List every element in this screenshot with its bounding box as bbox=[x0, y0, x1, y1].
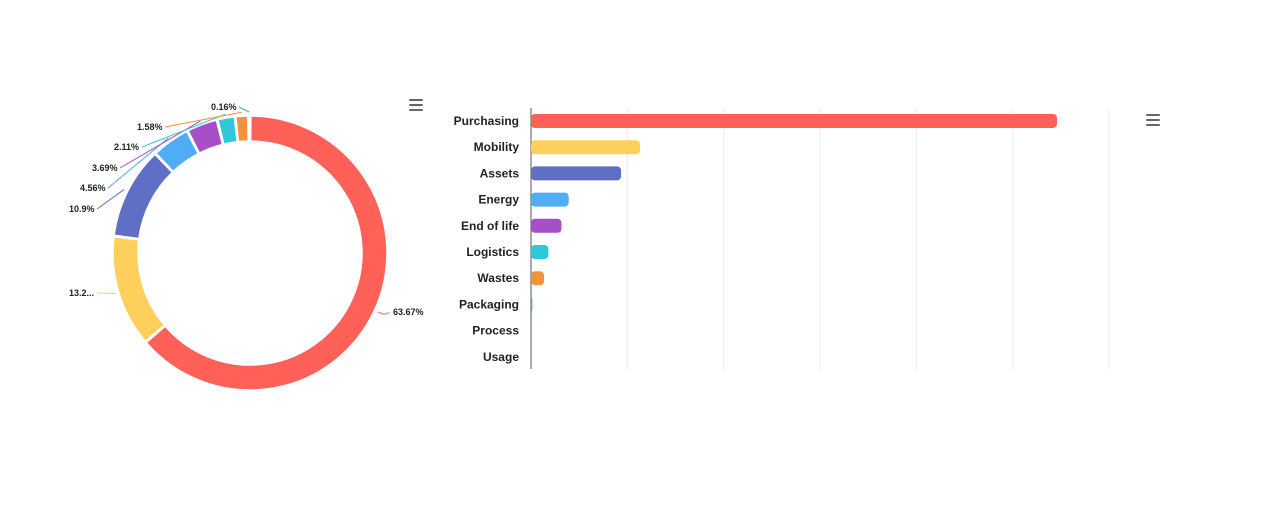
donut-data-label: 13.2... bbox=[69, 288, 94, 298]
category-label: Usage bbox=[483, 350, 519, 364]
bar-packaging[interactable] bbox=[531, 297, 533, 312]
category-label: Mobility bbox=[474, 140, 520, 154]
donut-data-label: 0.16% bbox=[211, 102, 237, 112]
donut-slice-energy[interactable] bbox=[155, 130, 199, 173]
donut-data-label: 2.11% bbox=[114, 142, 139, 152]
donut-chart-menu-icon[interactable] bbox=[409, 99, 423, 111]
donut-connector bbox=[164, 111, 242, 128]
category-label: Packaging bbox=[459, 297, 519, 311]
bar-purchasing[interactable] bbox=[531, 114, 1057, 128]
donut-data-label: 1.58% bbox=[137, 122, 163, 132]
donut-slice-mobility[interactable] bbox=[112, 236, 166, 343]
donut-connector bbox=[96, 292, 115, 295]
donut-slice-purchasing[interactable] bbox=[145, 115, 388, 391]
donut-slice-assets[interactable] bbox=[113, 153, 174, 240]
bar-assets[interactable] bbox=[531, 166, 622, 181]
bar-energy[interactable] bbox=[531, 192, 569, 207]
bar-end-of-life[interactable] bbox=[531, 218, 562, 233]
donut-data-label: 10.9% bbox=[69, 204, 95, 214]
donut-connector bbox=[107, 137, 169, 189]
category-label: Process bbox=[472, 324, 519, 338]
bar-chart-menu-icon[interactable] bbox=[1146, 114, 1160, 126]
category-label: End of life bbox=[461, 219, 519, 233]
category-label: Purchasing bbox=[454, 114, 519, 128]
donut-slice-wastes[interactable] bbox=[235, 115, 249, 143]
bar-wastes[interactable] bbox=[531, 271, 545, 286]
donut-connector bbox=[377, 311, 390, 315]
category-label: Assets bbox=[480, 166, 520, 180]
donut-data-label: 3.69% bbox=[92, 163, 118, 173]
bar-logistics[interactable] bbox=[531, 245, 549, 259]
category-label: Wastes bbox=[477, 271, 519, 285]
donut-slice-end-of-life[interactable] bbox=[187, 119, 224, 154]
donut-connector bbox=[238, 106, 250, 113]
donut-slice-logistics[interactable] bbox=[217, 116, 238, 145]
donut-data-label: 63.67% bbox=[393, 307, 424, 317]
donut-data-label: 4.56% bbox=[80, 183, 106, 193]
bar-mobility[interactable] bbox=[531, 140, 641, 155]
donut-connector bbox=[96, 189, 125, 210]
category-label: Energy bbox=[478, 193, 519, 207]
category-label: Logistics bbox=[466, 245, 519, 259]
donut-connector bbox=[141, 113, 226, 148]
